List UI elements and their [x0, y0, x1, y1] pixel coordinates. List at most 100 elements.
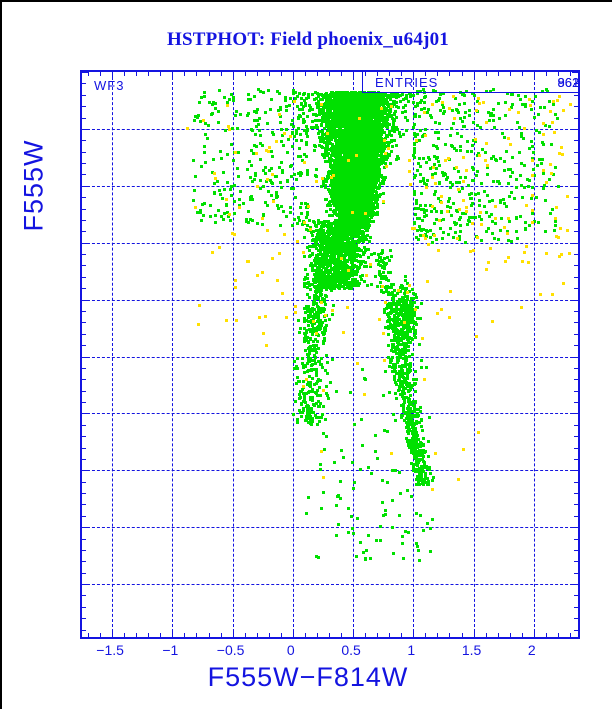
data-point: [382, 120, 386, 124]
axis-tick: [82, 606, 86, 608]
axis-tick: [256, 633, 258, 637]
axis-tick: [82, 231, 86, 233]
axis-tick: [574, 231, 578, 233]
data-point: [328, 142, 332, 146]
data-point: [336, 118, 340, 122]
axis-tick: [461, 72, 463, 76]
gridline-horizontal: [82, 584, 578, 586]
data-point: [315, 123, 319, 127]
data-point: [374, 109, 378, 113]
data-point: [369, 101, 373, 105]
axis-tick: [82, 174, 86, 176]
data-point: [379, 123, 383, 127]
axis-tick: [82, 265, 86, 267]
data-point: [391, 144, 394, 148]
data-point: [383, 176, 387, 180]
data-point: [394, 143, 398, 147]
data-point: [351, 134, 355, 138]
gridline-vertical: [112, 72, 114, 637]
data-point: [340, 131, 344, 134]
axis-tick: [220, 72, 222, 76]
data-point: [366, 132, 370, 136]
gridline-vertical: [292, 72, 294, 637]
data-point: [387, 114, 391, 118]
axis-tick: [574, 288, 578, 290]
data-point: [322, 119, 326, 123]
axis-tick: [82, 333, 86, 335]
data-point: [379, 135, 383, 139]
data-point: [360, 124, 364, 128]
data-point: [324, 95, 328, 99]
data-point: [378, 149, 382, 153]
data-point: [335, 146, 339, 150]
data-point: [324, 183, 328, 187]
axis-tick: [82, 527, 88, 529]
axis-tick: [82, 549, 86, 551]
data-point: [307, 93, 311, 97]
axis-tick: [574, 117, 578, 119]
data-point: [316, 91, 319, 95]
data-point: [326, 176, 330, 180]
data-point: [381, 115, 385, 119]
data-point: [374, 139, 378, 143]
axis-tick: [574, 208, 578, 210]
data-point: [390, 150, 394, 154]
axis-tick: [82, 219, 86, 221]
data-point: [313, 149, 317, 153]
data-point: [390, 138, 394, 142]
data-point: [366, 116, 370, 120]
axis-tick: [449, 72, 451, 76]
axis-tick: [82, 254, 86, 256]
axis-tick: [557, 72, 559, 76]
axis-tick: [82, 322, 86, 324]
axis-tick: [232, 72, 234, 78]
axis-tick: [82, 208, 86, 210]
data-point: [366, 102, 370, 106]
data-point: [378, 167, 382, 171]
scatter-points: [82, 72, 578, 637]
data-point: [376, 120, 380, 123]
axis-tick: [172, 72, 174, 78]
axis-tick: [316, 633, 318, 637]
axis-tick: [82, 367, 86, 369]
gridline-vertical: [473, 72, 475, 637]
data-point: [328, 95, 332, 99]
data-point: [314, 114, 318, 118]
axis-tick: [82, 83, 86, 85]
data-point: [401, 93, 405, 97]
axis-tick: [208, 72, 210, 76]
data-point: [408, 94, 412, 98]
data-point: [333, 111, 337, 115]
axis-tick: [148, 72, 150, 76]
data-point: [393, 112, 397, 116]
data-point: [335, 101, 339, 105]
axis-tick: [256, 72, 258, 76]
data-point: [341, 106, 345, 110]
axis-tick: [353, 631, 355, 637]
axis-tick: [377, 72, 379, 76]
axis-tick: [574, 322, 578, 324]
page-title: HSTPHOT: Field phoenix_u64j01: [166, 29, 450, 50]
data-point: [324, 125, 328, 129]
axis-tick: [82, 470, 88, 472]
axis-tick: [196, 633, 198, 637]
axis-tick: [280, 72, 282, 76]
axis-tick: [574, 219, 578, 221]
data-point: [320, 108, 324, 112]
data-point: [377, 93, 381, 97]
axis-tick: [574, 151, 578, 153]
axis-tick: [292, 631, 294, 637]
axis-tick: [574, 390, 578, 392]
axis-tick: [82, 185, 88, 187]
data-point: [389, 162, 393, 166]
data-point: [345, 130, 349, 134]
axis-tick: [160, 72, 162, 76]
data-point: [376, 134, 380, 138]
axis-tick: [572, 72, 578, 73]
axis-tick: [545, 633, 547, 637]
data-point: [329, 105, 333, 109]
data-point: [381, 178, 385, 182]
data-point: [382, 192, 386, 196]
axis-tick: [574, 402, 578, 404]
axis-tick: [473, 72, 475, 78]
